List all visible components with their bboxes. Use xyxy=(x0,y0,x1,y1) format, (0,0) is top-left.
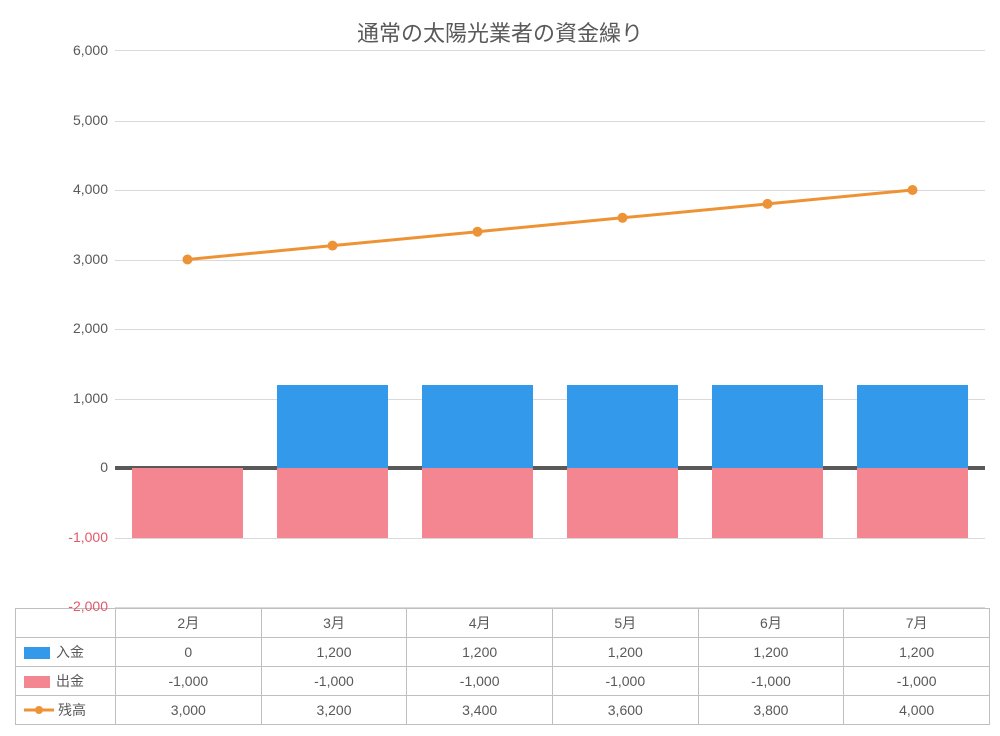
legend-balance: 残高 xyxy=(16,696,116,725)
label-balance: 残高 xyxy=(58,702,86,718)
swatch-deposit xyxy=(24,647,50,659)
legend-deposit: 入金 xyxy=(16,638,116,667)
category-header: 6月 xyxy=(698,609,844,638)
line-series xyxy=(115,51,985,606)
table-cell: 1,200 xyxy=(844,638,990,667)
table-cell: -1,000 xyxy=(116,667,262,696)
table-cell: -1,000 xyxy=(261,667,407,696)
data-table: 2月3月4月5月6月7月 入金 01,2001,2001,2001,2001,2… xyxy=(15,608,990,725)
table-cell: -1,000 xyxy=(844,667,990,696)
table-cell: 1,200 xyxy=(407,638,553,667)
table-cell: 3,400 xyxy=(407,696,553,725)
category-header: 2月 xyxy=(116,609,262,638)
table-cell: 3,200 xyxy=(261,696,407,725)
category-header: 7月 xyxy=(844,609,990,638)
y-tick-label: 0 xyxy=(28,459,108,475)
swatch-balance xyxy=(24,703,54,719)
table-cell: 1,200 xyxy=(698,638,844,667)
chart-title: 通常の太陽光業者の資金繰り xyxy=(0,16,1000,48)
category-header: 3月 xyxy=(261,609,407,638)
y-tick-label: -2,000 xyxy=(28,598,108,614)
table-cell: -1,000 xyxy=(698,667,844,696)
y-tick-label: 5,000 xyxy=(28,112,108,128)
y-tick-label: 2,000 xyxy=(28,320,108,336)
table-cell: -1,000 xyxy=(552,667,698,696)
swatch-withdraw xyxy=(24,676,50,688)
category-header: 4月 xyxy=(407,609,553,638)
legend-withdraw: 出金 xyxy=(16,667,116,696)
y-tick-label: 3,000 xyxy=(28,251,108,267)
label-deposit: 入金 xyxy=(56,644,84,660)
table-cell: 1,200 xyxy=(552,638,698,667)
table-cell: -1,000 xyxy=(407,667,553,696)
category-header: 5月 xyxy=(552,609,698,638)
table-cell: 3,000 xyxy=(116,696,262,725)
y-tick-label: 1,000 xyxy=(28,390,108,406)
y-tick-label: 4,000 xyxy=(28,181,108,197)
y-tick-label: 6,000 xyxy=(28,42,108,58)
y-tick-label: -1,000 xyxy=(28,529,108,545)
table-cell: 1,200 xyxy=(261,638,407,667)
table-cell: 4,000 xyxy=(844,696,990,725)
table-cell: 0 xyxy=(116,638,262,667)
plot-area xyxy=(115,50,985,606)
table-cell: 3,600 xyxy=(552,696,698,725)
table-cell: 3,800 xyxy=(698,696,844,725)
label-withdraw: 出金 xyxy=(56,673,84,689)
